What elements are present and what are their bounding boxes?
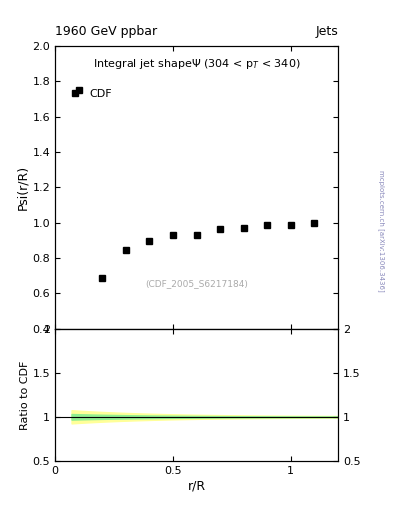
CDF [100,274,105,281]
Text: 1960 GeV ppbar: 1960 GeV ppbar [55,26,157,38]
CDF [171,232,175,238]
CDF [123,247,128,253]
CDF [265,222,270,228]
Legend: CDF: CDF [66,86,116,102]
Y-axis label: Ratio to CDF: Ratio to CDF [20,360,30,430]
CDF [288,222,293,228]
CDF [241,225,246,231]
CDF [218,226,222,232]
CDF [312,220,317,226]
CDF [76,87,81,93]
Y-axis label: Psi(r/R): Psi(r/R) [17,165,29,210]
CDF [194,232,199,238]
Text: (CDF_2005_S6217184): (CDF_2005_S6217184) [145,279,248,288]
Line: CDF: CDF [75,87,318,281]
Text: Jets: Jets [315,26,338,38]
Text: mcplots.cern.ch [arXiv:1306.3436]: mcplots.cern.ch [arXiv:1306.3436] [378,169,385,291]
X-axis label: r/R: r/R [187,480,206,493]
CDF [147,238,152,244]
Text: Integral jet shapeΨ (304 < p$_T$ < 340): Integral jet shapeΨ (304 < p$_T$ < 340) [93,57,300,71]
